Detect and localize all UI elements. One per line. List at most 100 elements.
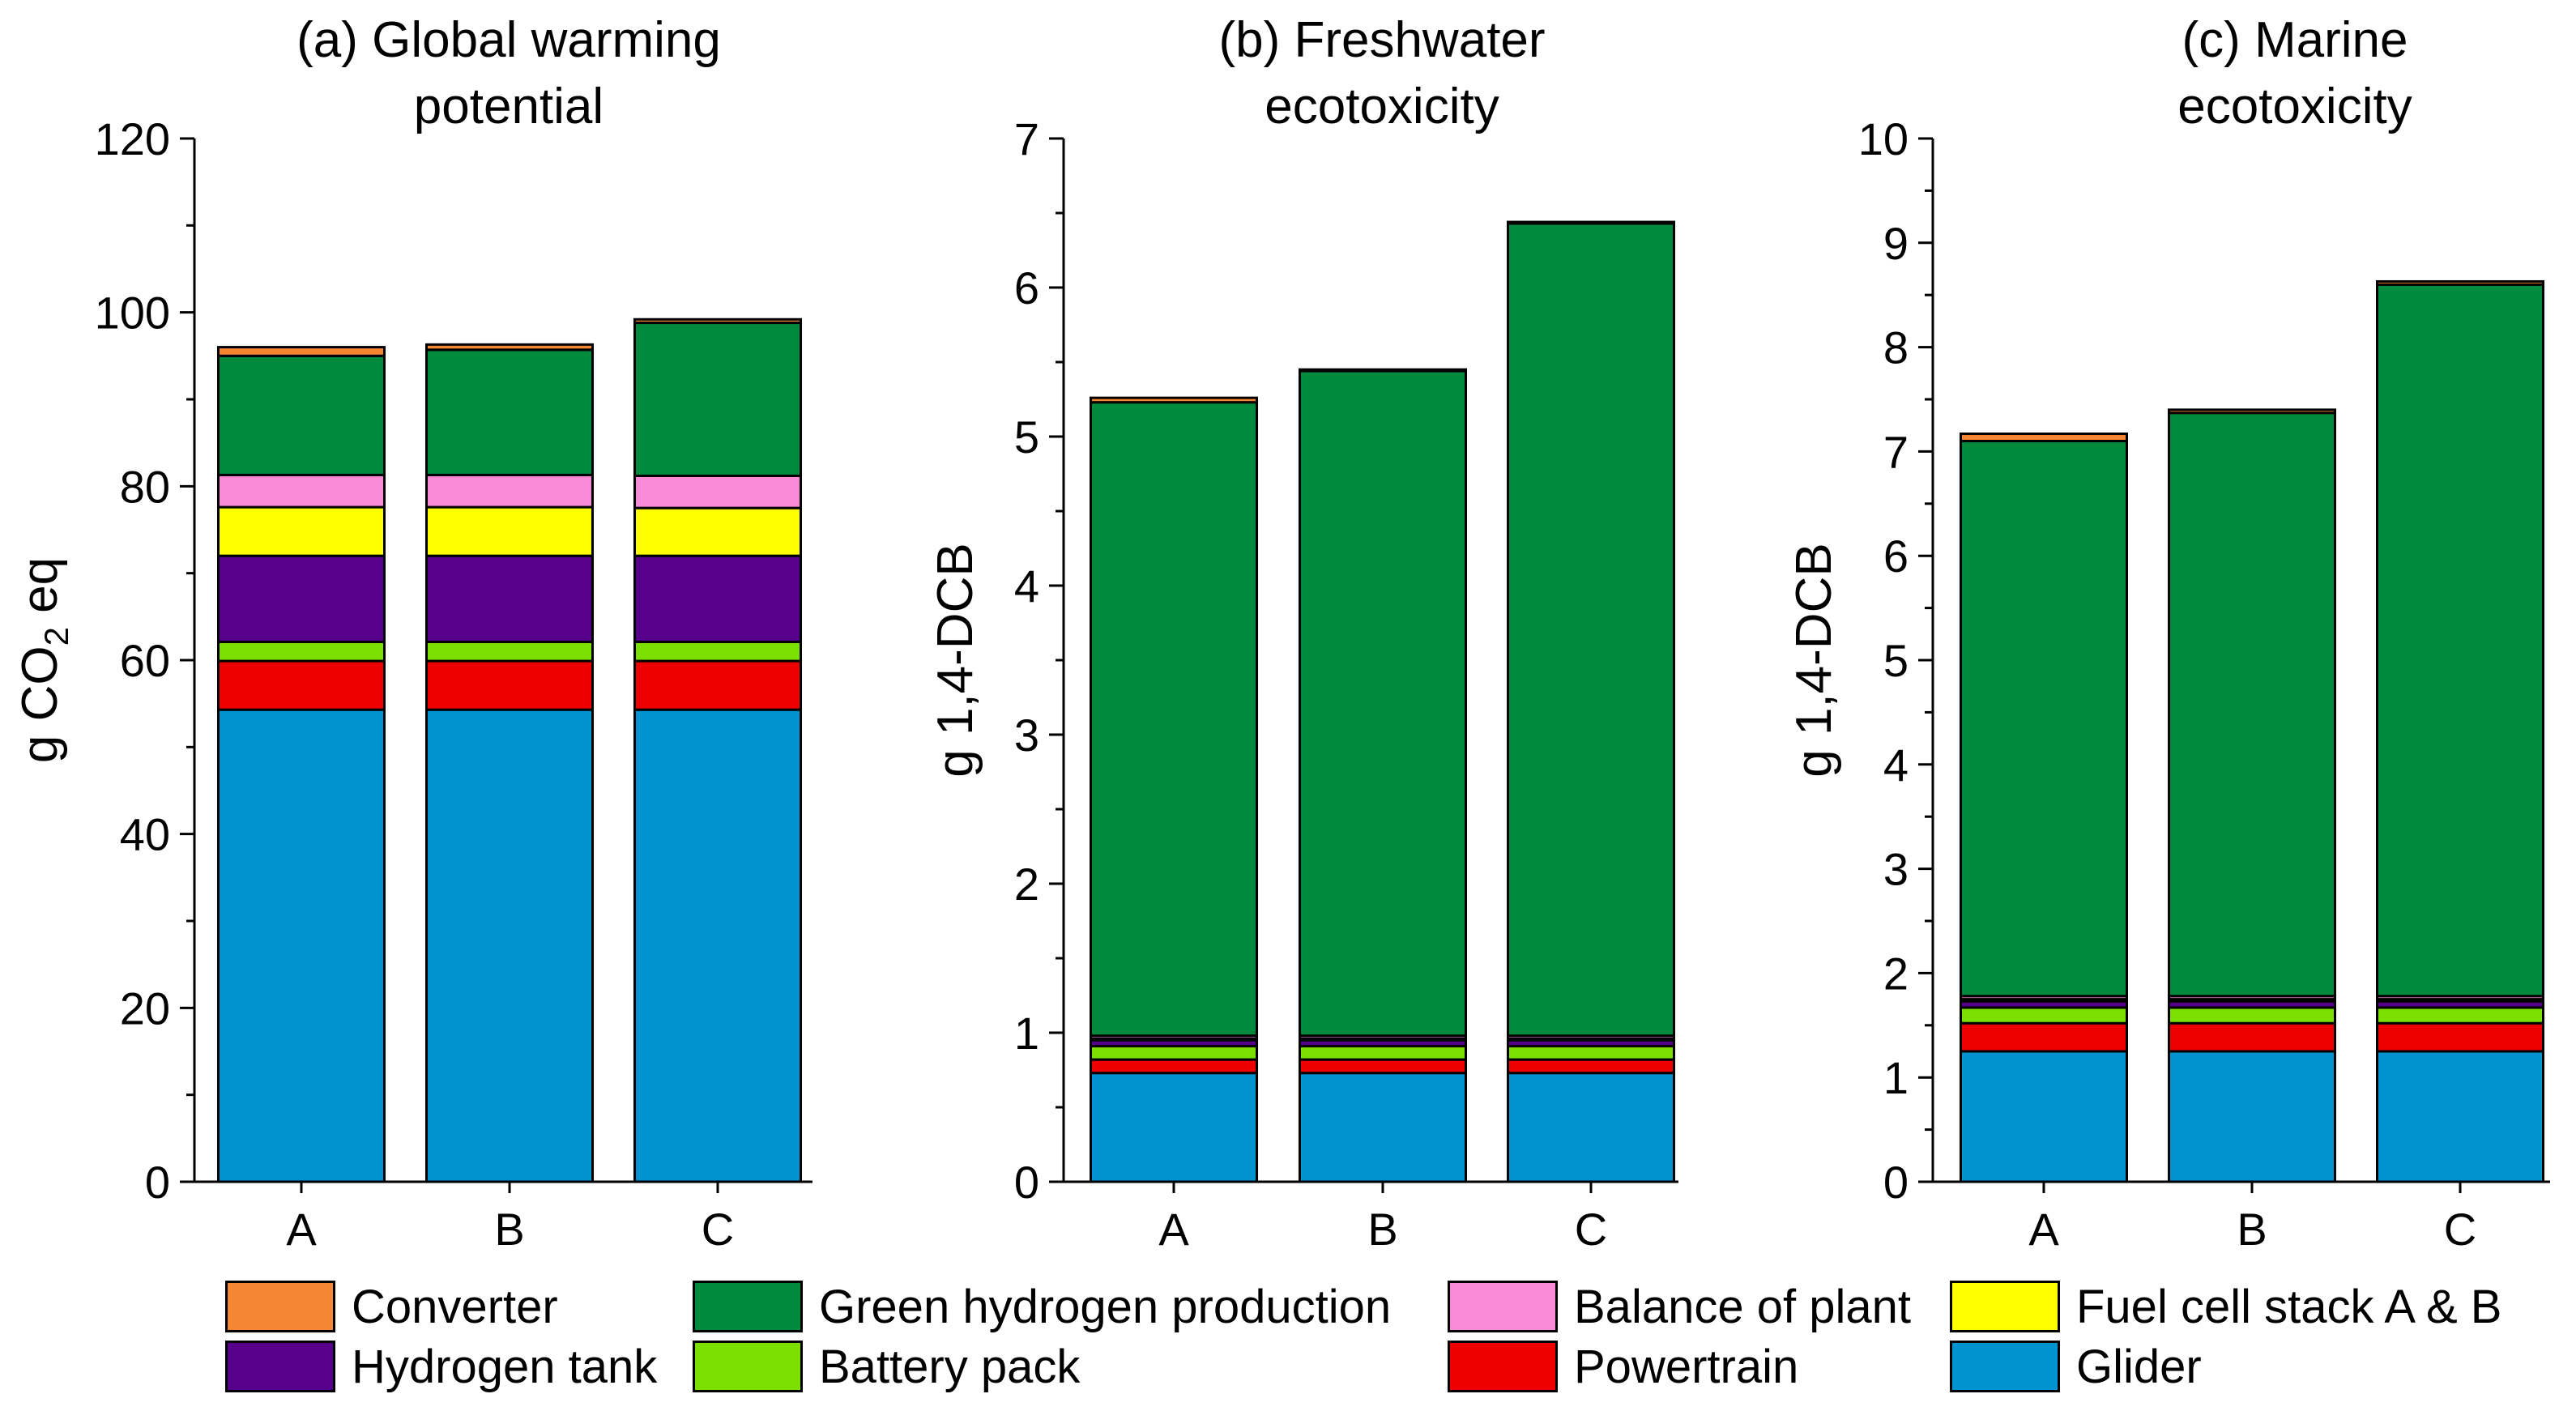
bar-c-hydrogen-tank <box>633 554 802 643</box>
bar-c-converter <box>633 318 802 325</box>
bar-a-glider <box>1090 1072 1258 1183</box>
x-tick-label-c: C <box>702 1204 734 1255</box>
y-tick-label: 20 <box>120 983 170 1034</box>
bar-a-green-hydrogen-production <box>1090 401 1258 1038</box>
y-tick-label: 5 <box>1014 411 1039 463</box>
bar-c-powertrain <box>2376 1021 2544 1053</box>
bar-c-fuel-cell-stack-a-b <box>633 506 802 557</box>
bar-a-glider <box>217 708 386 1183</box>
y-axis-label: g 1,4-DCB <box>928 543 983 777</box>
y-tick-label: 80 <box>120 461 170 512</box>
y-tick-label: 3 <box>1883 844 1909 895</box>
y-tick-label: 4 <box>1014 561 1039 612</box>
y-tick-label: 40 <box>120 809 170 860</box>
chart-title-line-1: (a) Global warming <box>296 12 721 68</box>
bar-b-converter <box>1299 368 1467 373</box>
y-tick-label: 5 <box>1883 635 1909 686</box>
y-tick-label: 7 <box>1014 113 1039 164</box>
bar-b-battery-pack <box>425 640 594 663</box>
y-tick-label: 8 <box>1883 322 1909 373</box>
y-tick-label: 3 <box>1014 710 1039 761</box>
bar-a-green-hydrogen-production <box>1960 440 2128 998</box>
bar-a-battery-pack <box>1090 1045 1258 1061</box>
bar-b-battery-pack <box>1299 1045 1467 1061</box>
y-tick-label: 4 <box>1883 740 1909 791</box>
bar-b-glider <box>1299 1072 1467 1183</box>
bar-a-battery-pack <box>217 640 386 663</box>
bar-b-powertrain <box>425 659 594 711</box>
bar-b-fuel-cell-stack-a-b <box>425 505 594 557</box>
bar-a-powertrain <box>1960 1021 2128 1053</box>
bar-b-battery-pack <box>2168 1006 2336 1025</box>
bar-a-powertrain <box>217 659 386 711</box>
x-tick-label-b: B <box>2237 1204 2267 1255</box>
bar-a-hydrogen-tank <box>217 554 386 643</box>
y-tick-label: 7 <box>1883 426 1909 477</box>
bar-a-converter <box>1090 396 1258 404</box>
bar-b-glider <box>425 708 594 1183</box>
chart-title-line-2: ecotoxicity <box>2177 79 2412 134</box>
bar-c-battery-pack <box>633 640 802 663</box>
bar-c-powertrain <box>1507 1058 1675 1075</box>
bar-b-powertrain <box>1299 1058 1467 1075</box>
chart-title-line-2: potential <box>414 79 603 134</box>
bar-a-green-hydrogen-production <box>217 354 386 476</box>
y-tick-label: 100 <box>95 288 170 339</box>
bar-c-battery-pack <box>1507 1045 1675 1061</box>
y-tick-label: 0 <box>1014 1157 1039 1208</box>
bar-c-converter <box>2376 279 2544 286</box>
chart-title-line-2: ecotoxicity <box>1265 79 1499 134</box>
bar-c-glider <box>1507 1072 1675 1183</box>
y-tick-label: 2 <box>1883 948 1909 999</box>
y-tick-label: 0 <box>145 1157 170 1208</box>
y-tick-label: 6 <box>1014 262 1039 313</box>
bar-b-green-hydrogen-production <box>2168 411 2336 998</box>
bar-a-converter <box>1960 433 2128 443</box>
x-tick-label-a: A <box>1158 1204 1189 1255</box>
bar-c-battery-pack <box>2376 1006 2544 1025</box>
bar-c-green-hydrogen-production <box>1507 222 1675 1038</box>
bar-c-powertrain <box>633 659 802 711</box>
bar-b-balance-of-plant <box>425 473 594 509</box>
bar-b-converter <box>425 343 594 352</box>
x-tick-label-b: B <box>494 1204 524 1255</box>
bar-a-balance-of-plant <box>217 473 386 509</box>
bar-b-green-hydrogen-production <box>1299 369 1467 1038</box>
bar-a-converter <box>217 346 386 357</box>
chart-title-line-1: (c) Marine <box>2181 12 2408 68</box>
y-tick-label: 2 <box>1014 859 1039 910</box>
y-tick-label: 10 <box>1858 113 1909 164</box>
bar-c-green-hydrogen-production <box>633 322 802 477</box>
bar-c-green-hydrogen-production <box>2376 283 2544 998</box>
bar-c-glider <box>2376 1050 2544 1183</box>
bar-a-glider <box>1960 1050 2128 1183</box>
bar-b-hydrogen-tank <box>425 554 594 643</box>
y-tick-label: 120 <box>95 113 170 164</box>
y-tick-label: 6 <box>1883 531 1909 582</box>
bar-c-balance-of-plant <box>633 474 802 509</box>
x-tick-label-a: A <box>2028 1204 2059 1255</box>
bar-b-converter <box>2168 408 2336 415</box>
y-tick-label: 0 <box>1883 1157 1909 1208</box>
bar-a-battery-pack <box>1960 1006 2128 1025</box>
bar-b-green-hydrogen-production <box>425 348 594 476</box>
y-tick-label: 1 <box>1883 1052 1909 1103</box>
y-tick-label: 60 <box>120 635 170 686</box>
y-tick-label: 1 <box>1014 1008 1039 1059</box>
bar-a-fuel-cell-stack-a-b <box>217 505 386 557</box>
panel-1: (a) Global warming potential g CO2 eq A B C 0 2… <box>12 12 812 1255</box>
chart-title-line-1: (b) Freshwater <box>1218 12 1545 68</box>
bar-c-glider <box>633 708 802 1183</box>
bar-c-converter <box>1507 220 1675 225</box>
bar-a-powertrain <box>1090 1058 1258 1075</box>
y-axis-label: g CO2 eq <box>12 557 75 763</box>
x-tick-label-c: C <box>1575 1204 1607 1255</box>
x-tick-label-a: A <box>286 1204 317 1255</box>
bar-b-glider <box>2168 1050 2336 1183</box>
x-tick-label-b: B <box>1367 1204 1397 1255</box>
panel-3: (c) Marine ecotoxicity g 1,4-DCB A B C 0 1 2 3 4 5 6… <box>1786 12 2550 1255</box>
bar-b-powertrain <box>2168 1021 2336 1053</box>
y-tick-label: 9 <box>1883 218 1909 269</box>
panel-2: (b) Freshwater ecotoxicity g 1,4-DCB A B C 0 1 2… <box>928 12 1678 1255</box>
